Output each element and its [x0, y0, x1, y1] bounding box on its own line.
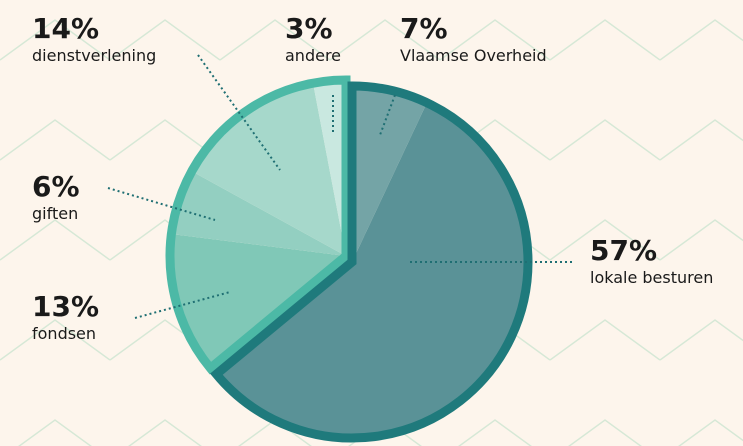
data-label: 14%: [32, 12, 99, 45]
slice-group: [210, 81, 533, 443]
data-label: 7%: [400, 12, 448, 45]
leader-line: [107, 187, 216, 221]
category-label: Vlaamse Overheid: [400, 46, 547, 65]
category-label: andere: [285, 46, 341, 65]
category-label: giften: [32, 204, 78, 223]
category-label: dienstverlening: [32, 46, 156, 65]
labels: 7%Vlaamse Overheid 57%lokale besturen 13%f…: [32, 12, 713, 343]
slice: [170, 233, 346, 369]
pie: [165, 75, 533, 443]
slice-group: [165, 75, 351, 375]
slice: [171, 171, 346, 256]
leader-line: [134, 291, 231, 319]
leader-line: [379, 94, 396, 136]
slice: [216, 102, 528, 439]
data-label: 3%: [285, 12, 333, 45]
slice: [352, 86, 427, 262]
category-label: lokale besturen: [590, 268, 713, 287]
slice-outline: [165, 75, 351, 375]
slice: [313, 80, 346, 256]
leader-line: [197, 54, 281, 171]
category-label: fondsen: [32, 324, 96, 343]
leaders: [107, 54, 575, 319]
slice-outline: [210, 81, 533, 443]
data-label: 57%: [590, 234, 657, 267]
data-label: 6%: [32, 170, 80, 203]
data-label: 13%: [32, 290, 99, 323]
